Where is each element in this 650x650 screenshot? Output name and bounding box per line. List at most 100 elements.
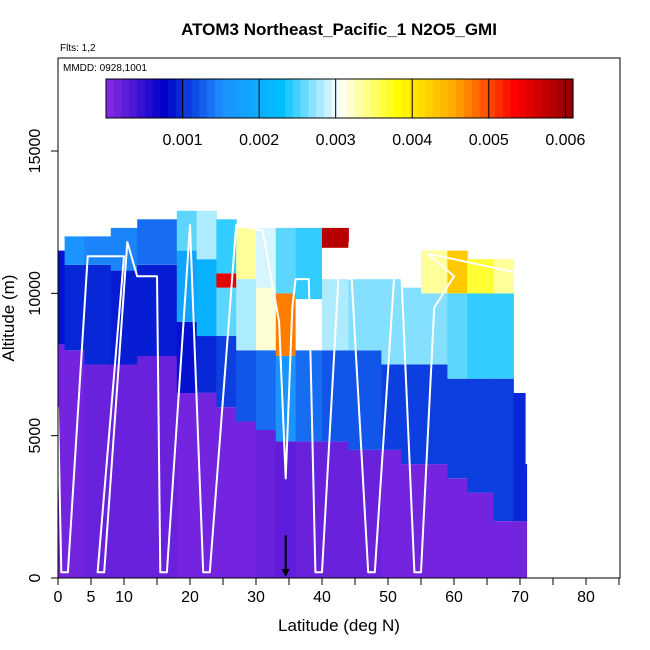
heatmap-cell-4-2: [137, 219, 178, 265]
arrow-marker: [281, 535, 290, 577]
x-tick-label-9: 80: [577, 589, 595, 606]
colorbar-tick-label-2: 0.003: [316, 132, 356, 149]
y-tick-label-3: 15000: [27, 129, 44, 174]
heatmap-cell-2-2: [84, 236, 112, 265]
colorbar-segment-35: [378, 79, 387, 118]
heatmap-cell-13-3: [348, 242, 382, 280]
heatmap-cell-19-2: [493, 293, 514, 379]
heatmap-cell-8-3: [236, 227, 257, 280]
colorbar-segment-37: [393, 79, 403, 118]
y-tick-label-0: 0: [27, 573, 44, 582]
heatmap-cell-0-0: [58, 344, 66, 578]
heatmap-cell-20-0: [513, 521, 528, 578]
colorbar-segment-48: [479, 79, 488, 118]
heatmap-cell-7-3: [216, 273, 237, 288]
heatmap-cell-15-1: [401, 364, 422, 465]
heatmap-cell-13-1: [348, 350, 382, 450]
colorbar-segment-10: [183, 79, 193, 118]
colorbar-segment-28: [323, 79, 333, 118]
colorbar-tick-label-3: 0.004: [392, 132, 432, 149]
x-tick-label-5: 40: [313, 589, 331, 606]
colorbar-segment-52: [510, 79, 520, 118]
heatmap-cell-17-0: [447, 478, 468, 578]
heatmap-cell-18-2: [467, 293, 495, 379]
colorbar-segment-49: [487, 79, 496, 118]
heatmap-cell-19-3: [493, 259, 514, 294]
colorbar-segment-2: [121, 79, 130, 118]
colorbar-segment-36: [386, 79, 395, 118]
heatmap-cell-16-1: [421, 364, 448, 465]
y-axis: 0 5000 10000 15000: [27, 129, 58, 582]
heatmap-cell-9-3: [256, 227, 277, 288]
arrow-head: [281, 569, 290, 577]
heatmap-cell-10-0: [275, 441, 297, 578]
y-tick-label-2: 10000: [27, 271, 44, 316]
colorbar-segment-32: [355, 79, 364, 118]
heatmap-cell-0-1: [58, 250, 66, 345]
dates-label: MMDD: 0928,1001: [63, 63, 147, 74]
colorbar-segment-56: [541, 79, 551, 118]
colorbar-segment-26: [308, 79, 317, 118]
heatmap-cell-9-0: [256, 430, 277, 578]
colorbar-segment-17: [238, 79, 247, 118]
heatmap-cell-12-3: [322, 247, 349, 280]
colorbar-segment-31: [347, 79, 356, 118]
colorbar-segment-58: [557, 79, 566, 118]
colorbar-segment-9: [176, 79, 185, 118]
colorbar-tick-label-5: 0.006: [545, 132, 585, 149]
heatmap-cell-19-1: [493, 378, 514, 521]
heatmap-cell-2-1: [84, 264, 112, 365]
heatmap-cell-7-1: [216, 336, 237, 408]
colorbar: 0.001 0.002 0.003 0.004 0.005 0.006: [105, 78, 585, 149]
colorbar-segment-21: [269, 79, 278, 118]
heatmap-cell-9-2: [256, 287, 277, 351]
heatmap-cell-19-0: [493, 521, 514, 578]
colorbar-frame: [105, 78, 574, 119]
colorbar-segment-1: [113, 79, 123, 118]
colorbar-segment-5: [144, 79, 154, 118]
colorbar-segment-57: [549, 79, 559, 118]
heatmap-cell-8-2: [236, 279, 257, 351]
colorbar-segment-30: [339, 79, 348, 118]
heatmap-cell-3-0: [110, 364, 138, 578]
heatmap-cell-1-2: [64, 236, 85, 265]
heatmap-cell-5-3: [176, 210, 198, 251]
colorbar-segment-51: [502, 79, 512, 118]
colorbar-segment-33: [362, 79, 372, 118]
colorbar-segment-24: [292, 79, 302, 118]
heatmap-cell-17-2: [447, 293, 468, 379]
colorbar-segment-16: [230, 79, 239, 118]
x-tick-label-4: 30: [247, 589, 265, 606]
colorbar-segment-0: [106, 79, 115, 118]
x-tick-label-7: 60: [445, 589, 463, 606]
colorbar-segment-38: [401, 79, 411, 118]
colorbar-segment-41: [425, 79, 434, 118]
heatmap-cell-10-3: [275, 227, 297, 294]
colorbar-segment-55: [534, 79, 543, 118]
heatmap-cell-1-1: [64, 264, 85, 351]
y-axis-label: Altitude (m): [0, 275, 18, 362]
x-tick-label-6: 50: [379, 589, 397, 606]
colorbar-tick-label-1: 0.002: [239, 132, 279, 149]
heatmap-cell-2-0: [84, 364, 112, 578]
heatmap-cell-6-3: [196, 210, 217, 260]
heatmap-cell-5-0: [176, 393, 198, 578]
heatmap-layer: [58, 210, 528, 578]
colorbar-segment-15: [222, 79, 232, 118]
colorbar-segment-14: [214, 79, 224, 118]
heatmap-cell-12-1: [322, 350, 349, 442]
colorbar-segment-27: [316, 79, 325, 118]
heatmap-cell-18-1: [467, 378, 495, 493]
colorbar-segment-7: [160, 79, 169, 118]
colorbar-segment-12: [199, 79, 208, 118]
colorbar-segment-50: [495, 79, 504, 118]
colorbar-segment-19: [253, 79, 263, 118]
colorbar-segment-23: [285, 79, 294, 118]
colorbar-segment-18: [246, 79, 255, 118]
colorbar-segment-8: [168, 79, 177, 118]
colorbar-tick-label-0: 0.001: [163, 132, 203, 149]
colorbar-segment-54: [526, 79, 535, 118]
colorbar-segment-4: [137, 79, 146, 118]
heatmap-cell-8-0: [236, 421, 257, 578]
x-tick-label-1: 5: [87, 589, 96, 606]
